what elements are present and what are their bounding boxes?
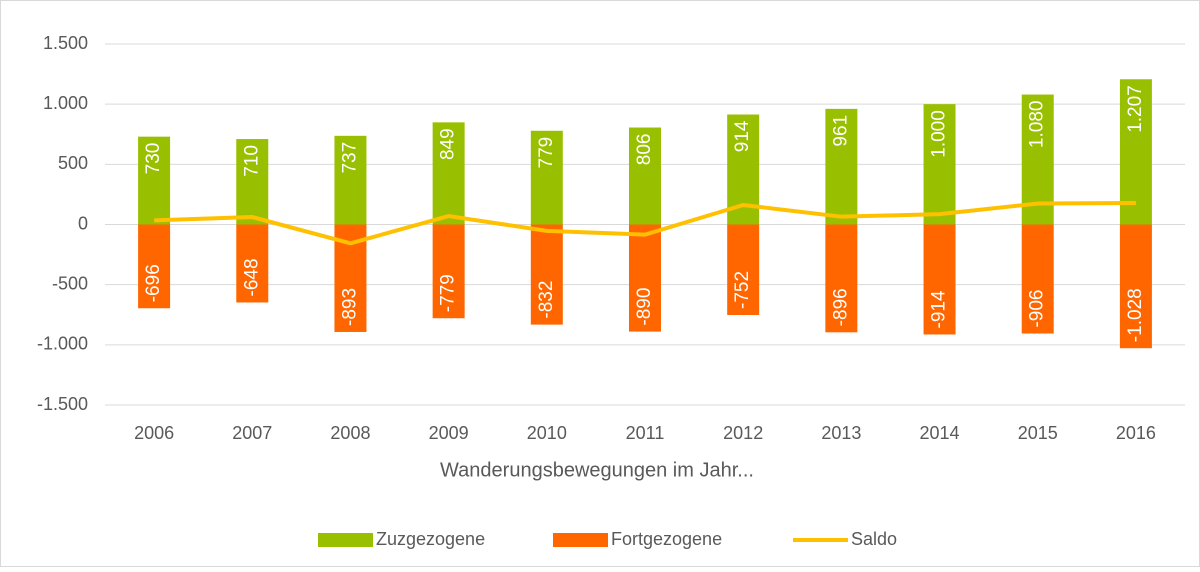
data-label: 730: [143, 143, 164, 175]
data-label: 1.080: [1027, 101, 1048, 149]
legend-label: Saldo: [851, 529, 897, 549]
x-tick-label: 2006: [134, 423, 174, 443]
bar: [530, 224, 563, 325]
data-label: 779: [536, 137, 557, 169]
legend-label: Fortgezogene: [611, 529, 722, 549]
y-tick-label: -1.500: [37, 394, 88, 414]
bar: [236, 139, 269, 225]
data-label: 914: [732, 120, 753, 152]
legend-label: Zuzgezogene: [376, 529, 485, 549]
data-label: 737: [339, 142, 360, 174]
y-tick-label: 1.500: [43, 33, 88, 53]
data-label: -696: [143, 264, 164, 302]
bar: [1119, 224, 1152, 349]
x-tick-label: 2008: [330, 423, 370, 443]
x-tick-label: 2016: [1116, 423, 1156, 443]
line: [154, 200, 1136, 246]
bar: [923, 104, 956, 225]
x-tick-label: 2010: [527, 423, 567, 443]
data-label: -914: [929, 290, 950, 328]
data-label: -779: [438, 274, 459, 312]
data-label: -906: [1027, 289, 1048, 327]
data-label: 1.207: [1125, 85, 1146, 133]
bar: [432, 224, 465, 319]
data-label: -832: [536, 281, 557, 319]
y-tick-label: 500: [58, 153, 88, 173]
data-label: 806: [634, 134, 655, 166]
data-label: -648: [241, 258, 262, 296]
bar: [1119, 79, 1152, 225]
data-label: 1.000: [929, 110, 950, 158]
legend-swatch: [318, 533, 373, 547]
data-label: -896: [830, 288, 851, 326]
data-label: 849: [438, 128, 459, 160]
x-tick-label: 2013: [821, 423, 861, 443]
data-label: 710: [241, 145, 262, 177]
x-tick-label: 2007: [232, 423, 272, 443]
x-tick-label: 2012: [723, 423, 763, 443]
x-tick-label: 2011: [626, 423, 665, 443]
y-tick-label: -500: [52, 273, 88, 293]
legend-swatch: [553, 533, 608, 547]
bar: [923, 224, 956, 335]
bar: [1021, 224, 1054, 334]
bar: [825, 224, 858, 333]
x-tick-label: 2014: [920, 423, 960, 443]
bar: [138, 224, 171, 309]
data-label: -893: [339, 288, 360, 326]
bar: [432, 122, 465, 225]
bar: [629, 224, 661, 332]
bar: [629, 127, 661, 225]
data-label: -752: [732, 271, 753, 309]
data-label: -1.028: [1125, 288, 1146, 342]
x-tick-label: 2015: [1018, 423, 1058, 443]
data-label: -890: [634, 288, 655, 326]
data-label: 961: [830, 115, 851, 147]
y-tick-label: -1.000: [37, 334, 88, 354]
bar: [727, 224, 760, 315]
y-tick-label: 0: [78, 213, 88, 233]
bar: [530, 130, 563, 225]
x-axis-title: Wanderungsbewegungen im Jahr...: [440, 459, 754, 481]
bar: [334, 135, 367, 225]
bar: [825, 108, 858, 225]
y-tick-label: 1.000: [43, 93, 88, 113]
bar: [236, 224, 269, 303]
bar: [138, 136, 171, 225]
x-tick-label: 2009: [429, 423, 469, 443]
